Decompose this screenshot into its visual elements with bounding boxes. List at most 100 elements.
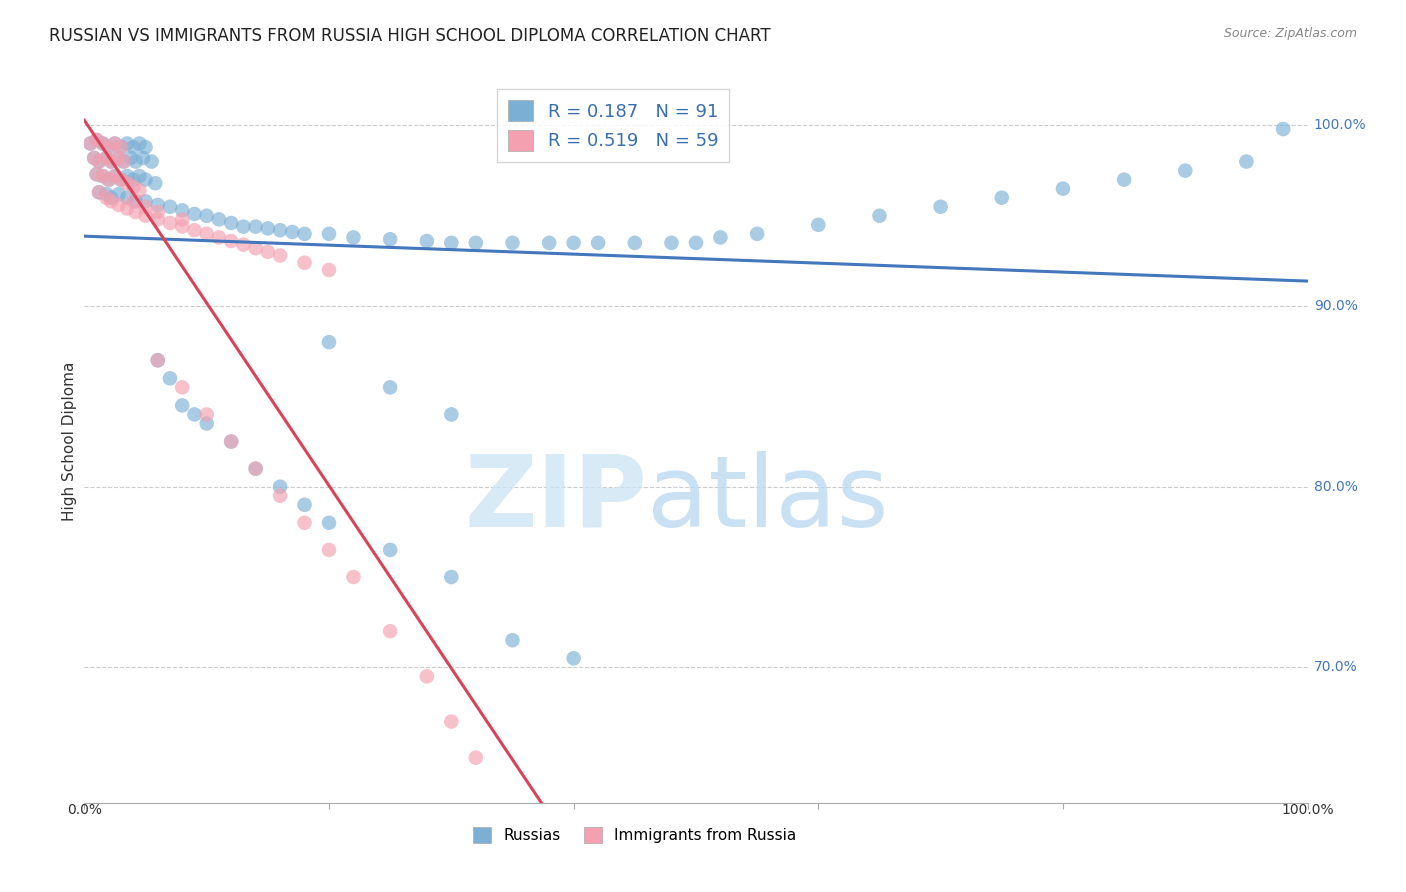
Point (128, 169, 150, 183)
Point (110, 140, 132, 154)
Point (586, 235, 609, 250)
Point (709, 230, 731, 244)
Point (342, 570, 364, 584)
Point (83, 151, 105, 165)
Point (257, 244, 280, 259)
Point (110, 140, 132, 154)
Legend: Russias, Immigrants from Russia: Russias, Immigrants from Russia (467, 822, 803, 849)
Point (538, 841, 561, 855)
Point (342, 230, 364, 244)
Point (257, 221, 280, 235)
Point (1052, 181, 1074, 195)
Point (269, 489, 291, 503)
Text: 90.0%: 90.0% (1313, 299, 1358, 313)
Point (380, 380, 402, 394)
Point (110, 172, 132, 186)
Point (146, 353, 169, 368)
Point (115, 202, 138, 216)
Point (91, 136, 114, 151)
Point (83, 151, 105, 165)
Point (318, 516, 340, 530)
Point (112, 154, 135, 169)
Point (562, 235, 585, 250)
Point (96, 191, 118, 205)
Point (440, 570, 463, 584)
Point (1114, 172, 1136, 186)
Point (416, 669, 439, 683)
Point (107, 151, 129, 165)
Point (96, 151, 118, 165)
Point (269, 223, 291, 237)
Point (502, 633, 524, 648)
Text: 80.0%: 80.0% (1313, 480, 1358, 493)
Point (416, 234, 439, 248)
Point (159, 371, 181, 385)
Point (172, 219, 194, 234)
Point (115, 136, 138, 151)
Point (86, 167, 108, 181)
Point (929, 200, 952, 214)
Point (440, 714, 463, 729)
Point (91, 169, 114, 183)
Point (100, 194, 122, 209)
Point (219, 434, 242, 449)
Point (1174, 163, 1197, 178)
Point (115, 191, 138, 205)
Point (183, 408, 205, 422)
Point (107, 198, 129, 212)
Point (502, 805, 524, 819)
Point (661, 235, 683, 250)
Point (245, 461, 267, 475)
Point (294, 227, 316, 241)
Text: atlas: atlas (647, 450, 889, 548)
Point (232, 237, 254, 252)
Text: 70.0%: 70.0% (1313, 660, 1357, 674)
Point (318, 542, 340, 557)
Point (159, 216, 181, 230)
Text: Source: ZipAtlas.com: Source: ZipAtlas.com (1223, 27, 1357, 40)
Point (86, 167, 108, 181)
Point (747, 227, 769, 241)
Point (107, 151, 129, 165)
Point (86, 133, 108, 147)
Point (318, 227, 340, 241)
Point (195, 417, 218, 431)
Point (538, 235, 561, 250)
Point (122, 172, 145, 186)
Point (107, 187, 129, 202)
Point (97, 172, 120, 186)
Point (208, 212, 231, 227)
Point (159, 200, 181, 214)
Point (87, 154, 110, 169)
Point (86, 133, 108, 147)
Point (91, 136, 114, 151)
Point (195, 408, 218, 422)
Point (91, 169, 114, 183)
Point (245, 461, 267, 475)
Point (464, 235, 486, 250)
Point (269, 480, 291, 494)
Point (624, 235, 647, 250)
Point (87, 186, 110, 200)
Text: 0.0%: 0.0% (67, 803, 101, 817)
Point (440, 408, 463, 422)
Point (380, 542, 402, 557)
Point (146, 353, 169, 368)
Point (100, 154, 122, 169)
Point (141, 154, 163, 169)
Point (1272, 122, 1295, 136)
Point (143, 176, 166, 190)
Point (146, 205, 169, 219)
Point (96, 187, 118, 202)
Point (120, 151, 142, 165)
Point (219, 434, 242, 449)
Point (128, 136, 150, 151)
Point (183, 207, 205, 221)
Point (97, 172, 120, 186)
Point (104, 136, 127, 151)
Point (380, 232, 402, 246)
Point (294, 498, 316, 512)
Point (122, 179, 145, 194)
Point (318, 335, 340, 350)
Point (97, 140, 120, 154)
